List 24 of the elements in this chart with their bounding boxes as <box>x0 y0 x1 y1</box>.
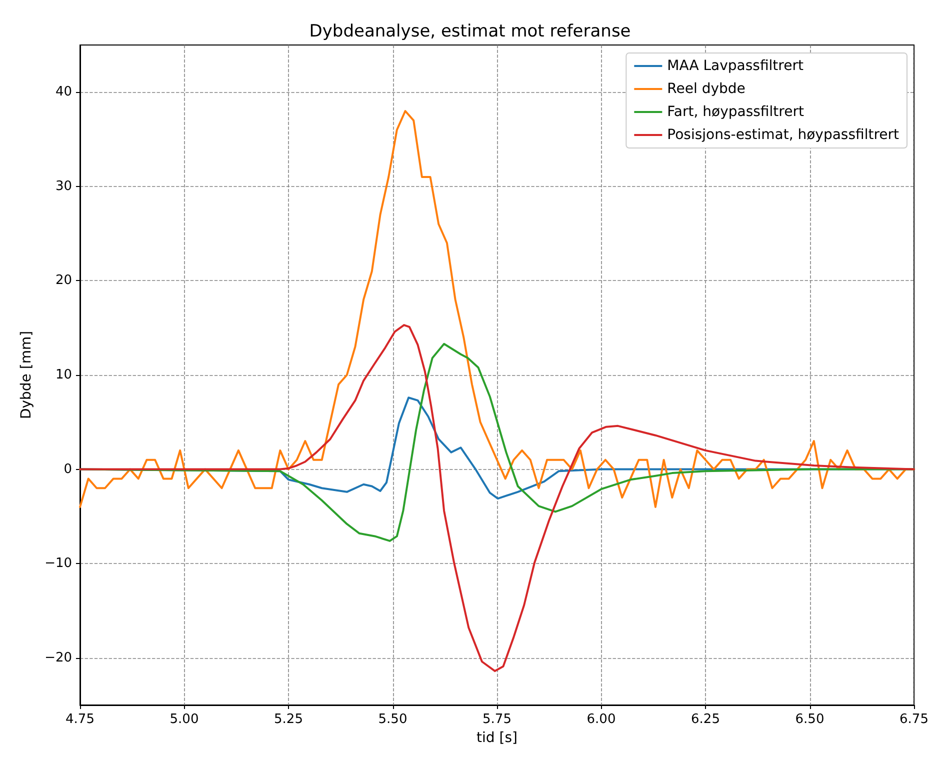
x-tick-label: 5.25 <box>274 712 303 727</box>
x-tick-label: 5.00 <box>170 712 199 727</box>
line-series <box>79 324 915 672</box>
x-axis-title: tid [s] <box>476 730 518 746</box>
y-tick-label: 10 <box>55 368 72 382</box>
x-tick-label: 4.75 <box>66 712 94 727</box>
legend-label: Reel dybde <box>667 81 746 97</box>
x-tick-label: 6.25 <box>691 712 720 727</box>
y-axis-title: Dybde [mm] <box>18 330 35 420</box>
y-tick-label: −20 <box>44 650 72 666</box>
x-tick-label: 6.50 <box>795 712 824 727</box>
y-tick-label: −10 <box>44 556 72 572</box>
x-tick-label: 5.50 <box>378 712 408 727</box>
y-tick-label: 0 <box>64 462 72 477</box>
legend-label: Fart, høypassfiltrert <box>667 104 804 120</box>
x-tick-label: 6.00 <box>586 712 616 727</box>
legend-label: Posisjons-estimat, høypassfiltrert <box>667 127 900 143</box>
legend-label: MAA Lavpassfiltrert <box>667 58 804 74</box>
y-tick-label: 30 <box>55 178 72 194</box>
x-tick-label: 6.75 <box>900 712 928 727</box>
chart-title: Dybdeanalyse, estimat mot referanse <box>309 22 631 42</box>
x-tick-label: 5.75 <box>482 712 512 727</box>
y-tick-label: 40 <box>55 84 72 100</box>
y-tick-label: 20 <box>55 273 72 288</box>
